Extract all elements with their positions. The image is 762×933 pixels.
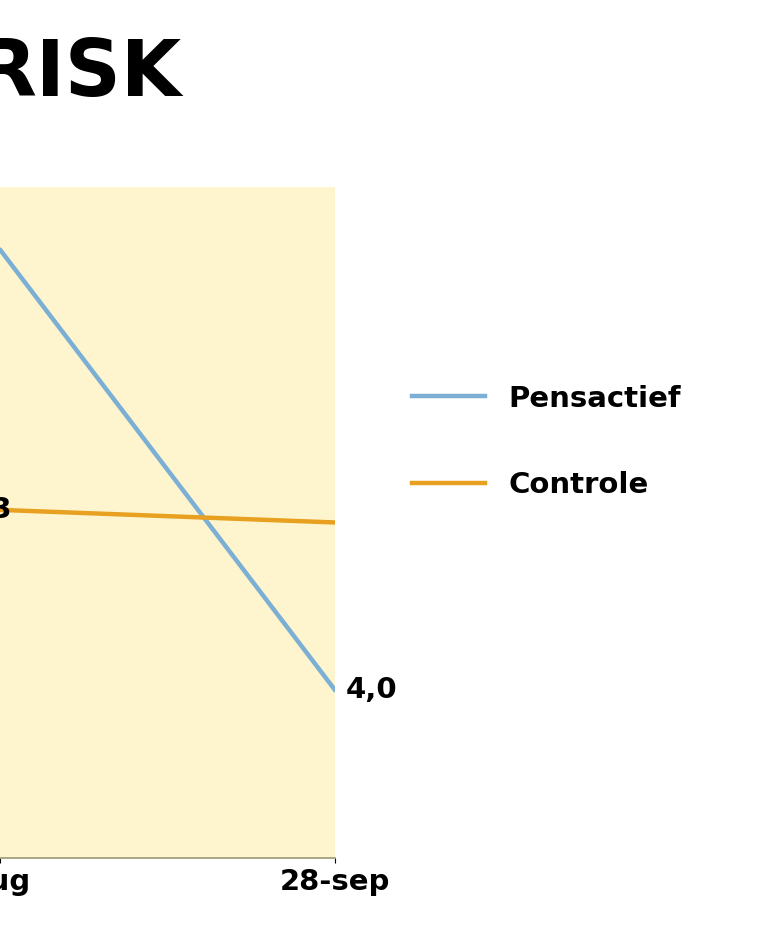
Legend: Pensactief, Controle: Pensactief, Controle bbox=[400, 373, 692, 510]
Text: 4,0: 4,0 bbox=[345, 676, 397, 704]
Text: RISK: RISK bbox=[0, 36, 182, 112]
Text: 8,3: 8,3 bbox=[0, 495, 11, 524]
